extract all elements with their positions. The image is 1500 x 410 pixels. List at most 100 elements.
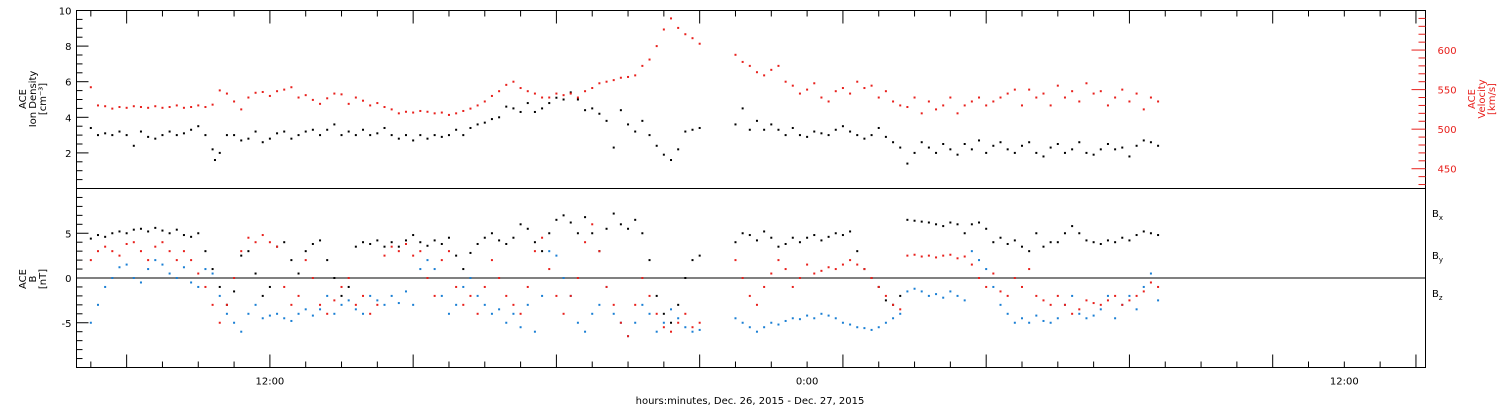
data-point [619, 321, 622, 324]
data-point [856, 263, 859, 266]
data-point [268, 285, 271, 288]
data-point [304, 130, 307, 133]
top-left-tick-label: 2 [65, 149, 71, 160]
data-point [892, 303, 895, 306]
data-point [369, 242, 372, 245]
data-point [390, 245, 393, 248]
data-point [870, 277, 873, 279]
data-point [755, 330, 758, 333]
data-point [648, 294, 651, 297]
data-point [261, 317, 264, 320]
data-point [970, 250, 973, 253]
data-point [254, 303, 257, 306]
data-point [533, 250, 536, 253]
data-point [748, 234, 751, 237]
data-point [992, 272, 995, 275]
data-point [139, 250, 142, 253]
data-point [1063, 232, 1066, 235]
data-point [741, 232, 744, 235]
data-point [935, 256, 938, 259]
top-left-ylabel-line1: ACE [18, 89, 29, 109]
data-point [533, 330, 536, 333]
data-point [326, 259, 329, 262]
data-point [1085, 299, 1088, 302]
data-point [662, 312, 665, 315]
data-point [612, 79, 615, 82]
data-point [96, 250, 99, 253]
data-point [956, 294, 959, 297]
data-point [734, 123, 737, 126]
data-point [347, 277, 350, 279]
data-point [920, 255, 923, 258]
data-point [1092, 241, 1095, 244]
data-point [512, 236, 515, 239]
data-point [469, 251, 472, 254]
data-point [419, 134, 422, 137]
data-point [970, 100, 973, 103]
data-point [412, 254, 415, 257]
data-point [333, 123, 336, 126]
data-point [455, 112, 458, 115]
data-point [354, 245, 357, 248]
data-point [240, 139, 243, 142]
data-point [978, 139, 981, 142]
data-point [684, 312, 687, 315]
data-point [369, 104, 372, 107]
data-point [662, 321, 665, 324]
data-point [304, 259, 307, 262]
data-point [584, 330, 587, 333]
data-point [1049, 303, 1052, 306]
data-point [261, 234, 264, 237]
data-point [627, 75, 630, 78]
data-point [412, 303, 415, 306]
data-point [340, 134, 343, 137]
data-point [469, 277, 472, 279]
data-point [512, 312, 515, 315]
data-point [956, 153, 959, 156]
data-point [791, 84, 794, 87]
data-point [605, 119, 608, 122]
data-point [1071, 294, 1074, 297]
data-point [304, 308, 307, 311]
data-point [218, 294, 221, 297]
data-point [598, 303, 601, 306]
data-point [1035, 96, 1038, 99]
data-point [104, 245, 107, 248]
data-point [505, 83, 508, 86]
data-point [920, 112, 923, 115]
data-point [562, 312, 565, 315]
data-point [877, 326, 880, 329]
data-point [791, 236, 794, 239]
data-point [691, 128, 694, 131]
data-point [1149, 281, 1152, 284]
data-point [927, 221, 930, 224]
data-point [204, 285, 207, 288]
data-point [985, 227, 988, 230]
data-point [247, 312, 250, 315]
data-point [612, 146, 615, 149]
data-point [247, 236, 250, 239]
data-point [927, 100, 930, 103]
data-point [161, 134, 164, 137]
data-point [476, 312, 479, 315]
data-point [225, 134, 228, 137]
data-point [533, 92, 536, 95]
data-point [691, 330, 694, 333]
data-point [204, 134, 207, 137]
data-point [584, 241, 587, 244]
data-point [634, 218, 637, 221]
data-point [1056, 241, 1059, 244]
data-point [376, 132, 379, 135]
data-point [548, 102, 551, 105]
data-point [641, 64, 644, 67]
data-point [1085, 82, 1088, 85]
data-point [648, 134, 651, 137]
data-point [641, 277, 644, 279]
data-point [863, 268, 866, 271]
data-point [906, 290, 909, 293]
data-point [1157, 285, 1160, 288]
data-point [827, 100, 830, 103]
data-point [820, 132, 823, 135]
data-point [555, 254, 558, 257]
data-point [1078, 312, 1081, 315]
